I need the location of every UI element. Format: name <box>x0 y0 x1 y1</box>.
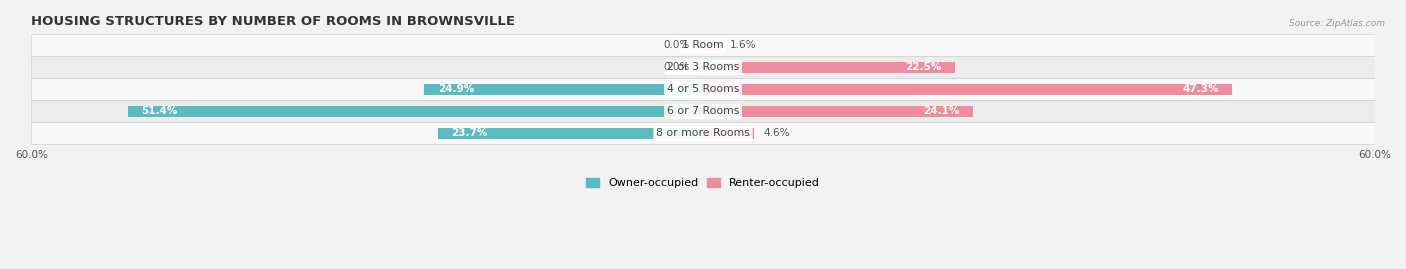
Bar <box>31 122 1375 144</box>
Text: 1.6%: 1.6% <box>730 40 756 50</box>
Text: 24.1%: 24.1% <box>922 107 959 116</box>
Text: HOUSING STRUCTURES BY NUMBER OF ROOMS IN BROWNSVILLE: HOUSING STRUCTURES BY NUMBER OF ROOMS IN… <box>31 15 516 28</box>
Bar <box>703 40 721 51</box>
Legend: Owner-occupied, Renter-occupied: Owner-occupied, Renter-occupied <box>581 173 825 193</box>
Text: 47.3%: 47.3% <box>1182 84 1219 94</box>
Bar <box>703 128 755 139</box>
Text: 8 or more Rooms: 8 or more Rooms <box>657 128 749 138</box>
Bar <box>128 106 703 117</box>
Text: 2 or 3 Rooms: 2 or 3 Rooms <box>666 62 740 72</box>
Text: 23.7%: 23.7% <box>451 128 488 138</box>
Text: 0.0%: 0.0% <box>664 40 689 50</box>
Text: Source: ZipAtlas.com: Source: ZipAtlas.com <box>1289 19 1385 28</box>
Text: 1 Room: 1 Room <box>682 40 724 50</box>
Bar <box>31 34 1375 56</box>
Text: 6 or 7 Rooms: 6 or 7 Rooms <box>666 107 740 116</box>
Bar <box>437 128 703 139</box>
Bar <box>703 62 955 73</box>
Text: 51.4%: 51.4% <box>141 107 177 116</box>
Bar <box>425 84 703 95</box>
Bar <box>703 84 1233 95</box>
Bar <box>31 100 1375 122</box>
Text: 22.5%: 22.5% <box>905 62 942 72</box>
Bar <box>703 106 973 117</box>
Text: 24.9%: 24.9% <box>437 84 474 94</box>
Text: 0.0%: 0.0% <box>664 62 689 72</box>
Bar <box>31 79 1375 100</box>
Text: 4.6%: 4.6% <box>763 128 790 138</box>
Bar <box>31 56 1375 79</box>
Text: 4 or 5 Rooms: 4 or 5 Rooms <box>666 84 740 94</box>
